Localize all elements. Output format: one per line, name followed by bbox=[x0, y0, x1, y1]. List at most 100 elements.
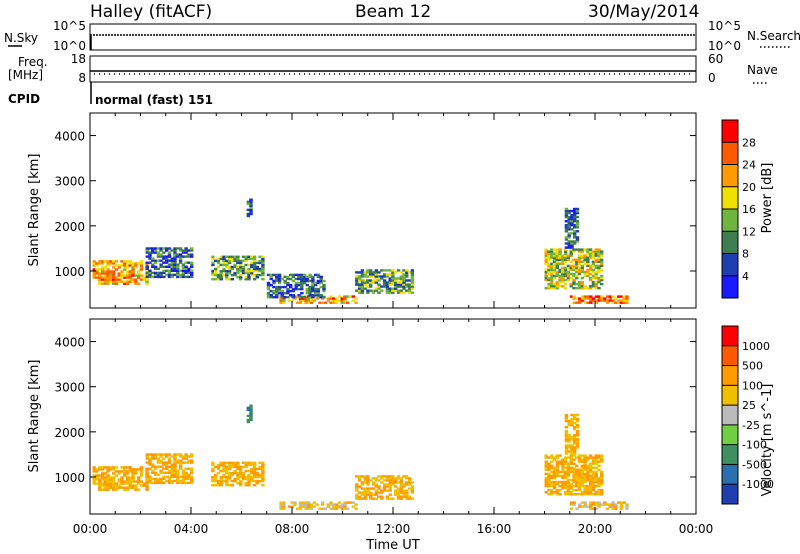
power-cell bbox=[216, 257, 221, 261]
power-cell bbox=[187, 271, 191, 275]
velocity-cell bbox=[566, 478, 571, 482]
velocity-cell bbox=[399, 477, 403, 480]
power-cell bbox=[575, 248, 579, 251]
power-cell bbox=[125, 272, 130, 275]
power-cell bbox=[561, 254, 565, 257]
power-cell bbox=[547, 278, 551, 282]
velocity-cell bbox=[340, 507, 344, 510]
power-cell bbox=[355, 275, 359, 278]
power-cell bbox=[558, 256, 562, 259]
velocity-cell bbox=[566, 486, 571, 490]
velocity-cell bbox=[332, 505, 336, 508]
power-cell bbox=[269, 294, 273, 297]
velocity-cell bbox=[566, 493, 571, 496]
power-cell bbox=[586, 264, 590, 268]
power-cell bbox=[555, 274, 559, 278]
velocity-cell bbox=[583, 462, 587, 465]
velocity-cell bbox=[298, 501, 303, 504]
power-cell bbox=[244, 255, 248, 258]
velocity-cell bbox=[561, 462, 565, 465]
power-cell bbox=[583, 256, 587, 259]
power-cell bbox=[544, 248, 548, 251]
power-cell bbox=[280, 277, 284, 281]
velocity-cell bbox=[181, 477, 186, 481]
power-cell bbox=[357, 291, 362, 294]
power-cell bbox=[216, 273, 221, 277]
power-cell bbox=[567, 236, 571, 239]
power-cell bbox=[573, 220, 577, 223]
power-cell bbox=[269, 289, 273, 293]
velocity-cell bbox=[249, 404, 253, 407]
velocity-cell bbox=[586, 458, 590, 461]
power-cell bbox=[597, 280, 601, 284]
power-cell bbox=[570, 244, 574, 247]
power-cell bbox=[354, 301, 358, 304]
velocity-cell bbox=[380, 491, 384, 494]
velocity-cell bbox=[247, 484, 251, 487]
velocity-cell bbox=[162, 477, 166, 481]
velocity-cell bbox=[550, 470, 554, 474]
power-cell bbox=[380, 277, 384, 280]
velocity-cell bbox=[219, 475, 223, 479]
velocity-cell bbox=[569, 503, 574, 506]
power-cell bbox=[547, 270, 551, 274]
power-cell bbox=[577, 280, 582, 284]
velocity-cell bbox=[190, 477, 194, 481]
velocity-cell bbox=[309, 503, 314, 506]
power-cell bbox=[597, 258, 601, 261]
velocity-cell bbox=[561, 470, 565, 474]
velocity-cell bbox=[98, 482, 102, 485]
velocity-cell bbox=[176, 469, 180, 472]
velocity-cell bbox=[586, 491, 590, 494]
power-cell bbox=[241, 255, 246, 258]
power-cell bbox=[567, 209, 571, 213]
power-cell bbox=[561, 256, 565, 259]
power-cell bbox=[236, 261, 240, 265]
velocity-cell bbox=[552, 491, 557, 494]
velocity-cell bbox=[583, 468, 587, 471]
velocity-colorbar-label: 1000 bbox=[742, 340, 770, 353]
power-cell bbox=[167, 265, 172, 268]
velocity-cell bbox=[211, 469, 215, 473]
power-cell bbox=[374, 271, 378, 274]
power-cell bbox=[622, 301, 626, 304]
power-cell bbox=[219, 276, 223, 279]
power-cell bbox=[394, 283, 398, 286]
velocity-cell bbox=[261, 469, 265, 473]
power-cell bbox=[170, 261, 174, 264]
power-cell bbox=[407, 279, 412, 282]
velocity-cell bbox=[580, 493, 584, 496]
velocity-cell bbox=[394, 477, 398, 480]
power-cell bbox=[247, 255, 251, 258]
velocity-cell bbox=[148, 477, 152, 481]
power-cell bbox=[261, 263, 265, 267]
power-cell bbox=[561, 276, 565, 280]
power-cell bbox=[252, 265, 257, 269]
velocity-cell bbox=[603, 503, 607, 506]
power-cell bbox=[394, 271, 398, 274]
velocity-cell bbox=[567, 440, 571, 443]
power-cell bbox=[247, 269, 251, 273]
power-cell bbox=[567, 224, 571, 227]
power-cell bbox=[377, 279, 381, 282]
power-cell bbox=[550, 254, 554, 257]
velocity-cell bbox=[225, 467, 229, 471]
velocity-cell bbox=[125, 472, 130, 475]
velocity-cell bbox=[594, 474, 598, 478]
velocity-ytick-label: 4000 bbox=[54, 336, 85, 350]
power-cell bbox=[550, 262, 554, 265]
velocity-cell bbox=[589, 507, 593, 510]
velocity-cell bbox=[558, 480, 562, 484]
power-cell bbox=[184, 267, 188, 270]
velocity-cell bbox=[614, 507, 618, 510]
velocity-cell bbox=[369, 497, 373, 500]
velocity-cell bbox=[178, 475, 183, 478]
velocity-cell bbox=[575, 444, 580, 447]
power-cell bbox=[617, 299, 621, 302]
power-cell bbox=[289, 289, 293, 293]
velocity-cell bbox=[241, 461, 246, 464]
velocity-cell bbox=[366, 481, 370, 484]
power-cell bbox=[190, 263, 194, 266]
velocity-cell bbox=[346, 507, 350, 510]
velocity-cell bbox=[250, 475, 254, 479]
